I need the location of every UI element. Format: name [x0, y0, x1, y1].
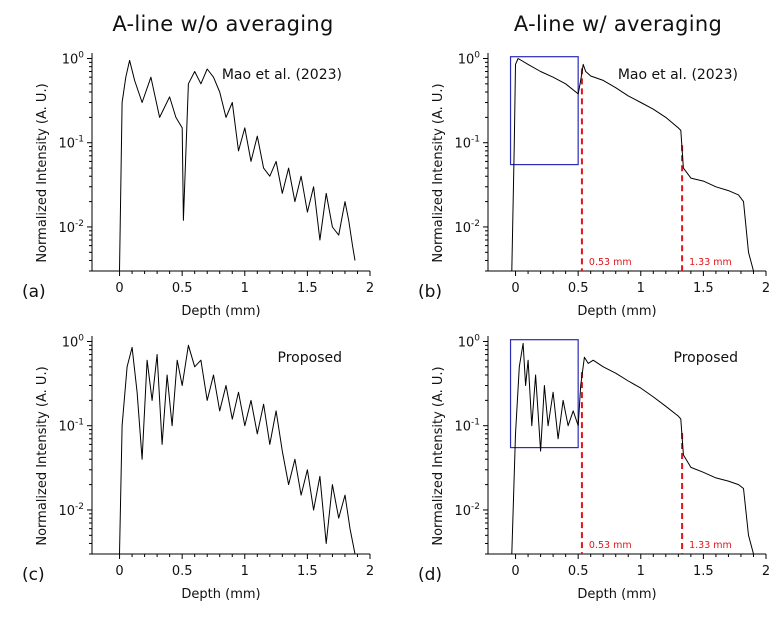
panel-2-y-tick-label: 100 [458, 50, 481, 67]
panel-1-x-tick-label: 0.5 [172, 281, 193, 296]
panel-1-y-tick-label: 10-1 [58, 135, 84, 152]
panel-3-x-tick-label: 1.5 [297, 564, 318, 579]
panel-1-x-tick-label: 0 [115, 281, 123, 296]
panel-1-y-axis-label: Normalized Intensity (A. U.) [35, 83, 50, 262]
panel-3-series-line [119, 344, 356, 555]
panel-2-depth-marker-label: 1.33 mm [689, 257, 732, 268]
panel-2-roi-box [509, 56, 579, 166]
panel-1-x-tick-label: 2 [366, 281, 374, 296]
panel-3-annotation: Proposed [278, 350, 342, 366]
panel-3-x-axis-label: Depth (mm) [181, 587, 260, 602]
panel-3-x-tick-label: 0.5 [172, 564, 193, 579]
panel-2-y-tick-label: 10-1 [454, 135, 480, 152]
panel-4-y-axis-label: Normalized Intensity (A. U.) [431, 366, 446, 545]
panel-1-x-tick-label: 1 [241, 281, 249, 296]
panel-4-depth-marker-label: 0.53 mm [589, 540, 632, 551]
panel-4-x-tick-label: 0 [511, 564, 519, 579]
panel-1-annotation: Mao et al. (2023) [222, 67, 342, 83]
column-title-right: A-line w/ averaging [513, 12, 723, 36]
panel-1-x-axis-label: Depth (mm) [181, 304, 260, 319]
panel-4-x-tick-label: 1.5 [693, 564, 714, 579]
panel-4-series-line [511, 342, 754, 555]
panel-3-y-axis-label: Normalized Intensity (A. U.) [35, 366, 50, 545]
panel-3-y-tick-label: 100 [62, 333, 85, 350]
panel-2-series-line [511, 58, 754, 272]
panel-1-letter: (a) [22, 282, 46, 302]
panel-2-y-axis-label: Normalized Intensity (A. U.) [431, 83, 446, 262]
panel-2-annotation: Mao et al. (2023) [618, 67, 738, 83]
panel-1-x-tick-label: 1.5 [297, 281, 318, 296]
panel-4-y-tick-label: 10-2 [454, 502, 480, 519]
panel-4-y-tick-label: 10-1 [454, 418, 480, 435]
panel-1-series-line [119, 59, 356, 272]
panel-2-letter: (b) [418, 282, 442, 302]
panel-4-annotation: Proposed [674, 350, 738, 366]
panel-3-y-tick-label: 10-2 [58, 502, 84, 519]
panel-4-x-tick-label: 0.5 [568, 564, 589, 579]
panel-3-x-tick-label: 0 [115, 564, 123, 579]
panel-2-y-tick-label: 10-2 [454, 219, 480, 236]
panel-1-y-tick-label: 10-2 [58, 219, 84, 236]
panel-2-x-tick-label: 2 [762, 281, 770, 296]
panel-4-roi-box [509, 339, 579, 449]
panel-2-x-tick-label: 1.5 [693, 281, 714, 296]
panel-4-y-tick-label: 100 [458, 333, 481, 350]
panel-2-depth-marker-label: 0.53 mm [589, 257, 632, 268]
panel-2-x-tick-label: 1 [637, 281, 645, 296]
panel-2-x-tick-label: 0.5 [568, 281, 589, 296]
panel-4-letter: (d) [418, 565, 442, 585]
panel-3-x-tick-label: 2 [366, 564, 374, 579]
panel-3-x-tick-label: 1 [241, 564, 249, 579]
panel-4-x-tick-label: 1 [637, 564, 645, 579]
panel-2-x-axis-label: Depth (mm) [577, 304, 656, 319]
panel-4-depth-marker-label: 1.33 mm [689, 540, 732, 551]
panel-1-y-tick-label: 100 [62, 50, 85, 67]
panel-3-letter: (c) [22, 565, 45, 585]
panel-3-y-tick-label: 10-1 [58, 418, 84, 435]
panel-4-x-tick-label: 2 [762, 564, 770, 579]
column-title-left: A-line w/o averaging [112, 12, 334, 36]
panel-4-x-axis-label: Depth (mm) [577, 587, 656, 602]
panel-2-x-tick-label: 0 [511, 281, 519, 296]
